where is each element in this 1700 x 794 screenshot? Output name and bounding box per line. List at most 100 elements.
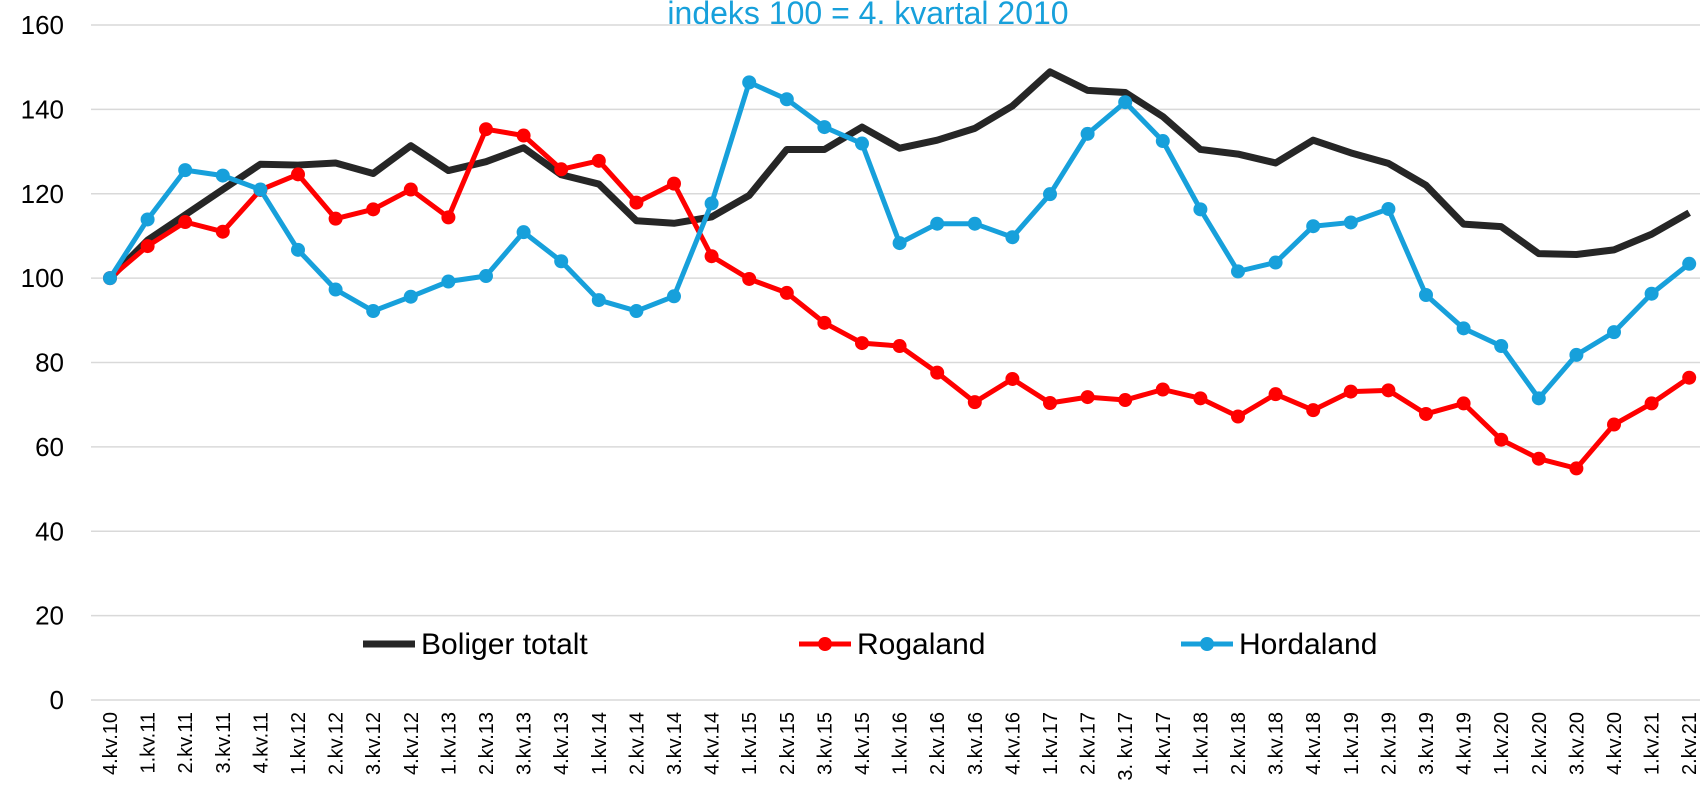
y-tick-label: 100 [21, 263, 64, 293]
series-marker [1569, 347, 1584, 362]
x-tick-label: 2.kv.16 [927, 712, 949, 775]
series-line [107, 68, 1691, 281]
series-marker [1343, 384, 1358, 399]
series-marker [1155, 134, 1170, 149]
x-tick-label: 3.kv.12 [363, 712, 385, 775]
x-tick-label: 2.kv.20 [1529, 712, 1551, 775]
legend-item: Rogaland [799, 628, 985, 661]
series-marker [554, 162, 569, 177]
x-tick-label: 3. kv.17 [1115, 712, 1137, 781]
y-tick-label: 0 [50, 685, 64, 715]
x-tick-label: 3.kv.14 [664, 712, 686, 775]
x-tick-label: 2.kv.12 [326, 712, 348, 775]
series-marker [403, 289, 418, 304]
series-marker [178, 163, 193, 178]
series-marker [1531, 451, 1546, 466]
series-marker [967, 395, 982, 410]
x-tick-label: 1.kv.21 [1642, 712, 1664, 775]
series-marker [892, 339, 907, 354]
series-marker [516, 225, 531, 240]
x-tick-label: 1.kv.19 [1341, 712, 1363, 775]
series-marker [215, 224, 230, 239]
x-tick-label: 1.kv.12 [288, 712, 310, 775]
x-tick-label: 1.kv.20 [1491, 712, 1513, 775]
x-tick-label: 2.kv.19 [1378, 712, 1400, 775]
series-marker [328, 211, 343, 226]
series-marker [1419, 406, 1433, 421]
series-marker [140, 239, 155, 254]
y-tick-label: 20 [35, 601, 64, 631]
series-marker [629, 195, 644, 210]
series-marker [704, 196, 719, 211]
x-tick-label: 3.kv.15 [814, 712, 836, 775]
series-marker [1343, 215, 1358, 230]
series-marker [1456, 396, 1471, 411]
x-tick-label: 3.kv.18 [1266, 712, 1288, 775]
x-tick-label: 1.kv.16 [890, 712, 912, 775]
series-marker [1644, 396, 1659, 411]
series-marker [479, 269, 493, 284]
series-marker [1306, 219, 1321, 234]
series-marker [930, 216, 945, 231]
y-tick-label: 160 [21, 10, 64, 40]
series-marker [1268, 387, 1283, 402]
series-marker [667, 176, 681, 191]
series-marker [103, 271, 117, 286]
series-marker [1607, 325, 1621, 340]
series-marker [441, 210, 456, 225]
series-marker [479, 122, 493, 137]
series-marker [1644, 286, 1659, 301]
series-marker [779, 285, 794, 300]
x-tick-label: 4.kv.16 [1002, 712, 1024, 775]
series-marker [817, 315, 832, 330]
series-marker [1531, 391, 1546, 406]
series-marker [667, 289, 681, 304]
legend-item: Hordaland [1181, 628, 1377, 661]
series-marker [215, 168, 230, 183]
series-marker [967, 216, 982, 231]
series-marker [855, 336, 869, 351]
y-tick-label: 80 [35, 348, 64, 378]
series-marker [1118, 95, 1133, 110]
series-marker [366, 202, 381, 217]
series-marker [1494, 339, 1509, 354]
series-marker [1381, 201, 1396, 216]
series-marker [1231, 409, 1245, 424]
series-marker [366, 304, 381, 319]
x-tick-label: 4.kv.10 [100, 712, 122, 775]
x-tick-label: 4.kv.15 [852, 712, 874, 775]
series-marker [1118, 393, 1133, 408]
x-tick-label: 1.kv.15 [739, 712, 761, 775]
series-marker [140, 212, 155, 227]
series-marker [1456, 321, 1471, 336]
series-marker [1080, 126, 1095, 141]
series-marker [1306, 403, 1321, 418]
series-marker [1381, 383, 1396, 398]
legend-label: Boliger totalt [421, 628, 588, 661]
y-tick-label: 60 [35, 432, 64, 462]
series-marker [779, 92, 794, 107]
x-tick-label: 3.kv.16 [965, 712, 987, 775]
series-marker [1231, 264, 1245, 279]
series-marker [178, 215, 193, 230]
x-tick-label: 4.kv.14 [702, 712, 724, 775]
x-tick-label: 2.kv.21 [1679, 712, 1700, 775]
legend-label: Hordaland [1239, 628, 1377, 661]
x-tick-label: 1.kv.13 [438, 712, 460, 775]
series-marker [817, 120, 832, 135]
x-tick-label: 2.kv.18 [1228, 712, 1250, 775]
x-tick-label: 4.kv.20 [1604, 712, 1626, 775]
series-marker [1005, 371, 1020, 386]
series-marker [591, 153, 606, 168]
x-tick-label: 2.kv.11 [175, 712, 197, 774]
legend-item: Boliger totalt [363, 628, 588, 661]
series-marker [591, 293, 606, 308]
x-tick-label: 3.kv.13 [514, 712, 536, 775]
series-marker [1080, 390, 1095, 405]
legend-marker [818, 637, 832, 651]
legend-label: Rogaland [857, 628, 985, 661]
series-marker [1569, 461, 1584, 476]
x-tick-label: 4.kv.11 [250, 712, 272, 774]
series-marker [892, 236, 907, 251]
